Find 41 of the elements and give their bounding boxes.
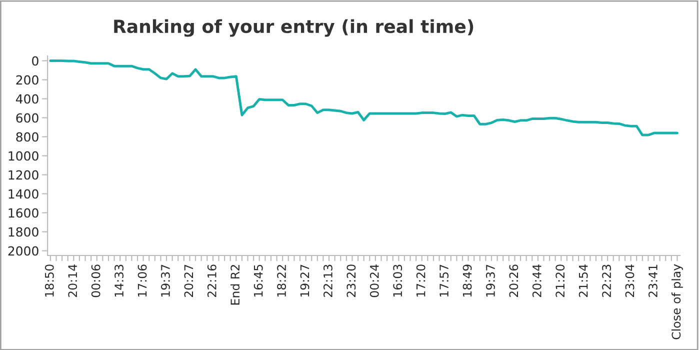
- x-tick-label: End R2: [230, 265, 240, 305]
- y-tick-label: 1400: [8, 189, 38, 199]
- x-tick-label: 20:14: [68, 264, 78, 297]
- x-tick-label: 21:20: [556, 264, 565, 297]
- x-tick-label: 22:23: [602, 264, 612, 297]
- y-tick-label: 0: [32, 56, 38, 66]
- x-tick-label: 23:41: [648, 264, 658, 297]
- x-tick-label: 16:03: [393, 264, 402, 297]
- y-tick-label: 200: [16, 75, 38, 85]
- y-tick-label: 1200: [8, 170, 38, 180]
- x-tick-label: 18:49: [462, 264, 472, 297]
- x-tick-label: 22:13: [324, 264, 332, 297]
- line-series: [49, 60, 678, 136]
- x-tick-label: 20:26: [509, 264, 518, 297]
- x-tick-label: 00:06: [91, 264, 100, 298]
- x-tick-label: 17:06: [138, 264, 147, 297]
- x-tick-label: 22:16: [207, 264, 216, 297]
- y-tick-label: 1600: [8, 208, 38, 218]
- x-tick-label: 19:37: [161, 264, 170, 297]
- x-tick-label: 23:04: [625, 264, 634, 297]
- x-tick-label: 20:27: [184, 264, 194, 297]
- y-tick-label: 400: [16, 94, 38, 104]
- x-tick-label: 18:22: [277, 265, 286, 297]
- x-tick-label: 17:20: [416, 264, 426, 297]
- y-tick-label: 600: [16, 113, 38, 123]
- chart-title: Ranking of your entry (in real time): [114, 19, 474, 37]
- x-tick-label: 19:27: [300, 264, 310, 297]
- x-tick-label: 17:57: [440, 264, 449, 297]
- x-tick-label: 16:45: [254, 264, 263, 297]
- y-tick-label: 2000: [8, 246, 38, 256]
- x-tick-label: 00:24: [370, 264, 379, 298]
- x-tick-label: 20:44: [532, 264, 542, 297]
- x-tick-label: Close of play: [672, 264, 683, 340]
- x-tick-label: 23:20: [346, 264, 356, 297]
- x-tick-label: 19:37: [486, 264, 495, 297]
- y-tick-label: 800: [16, 132, 38, 142]
- y-tick-label: 1000: [8, 151, 38, 161]
- y-tick-label: 1800: [8, 227, 38, 237]
- x-tick-label: 18:50: [44, 264, 54, 297]
- x-tick-label: 14:33: [114, 264, 124, 297]
- x-tick-label: 21:54: [578, 264, 588, 297]
